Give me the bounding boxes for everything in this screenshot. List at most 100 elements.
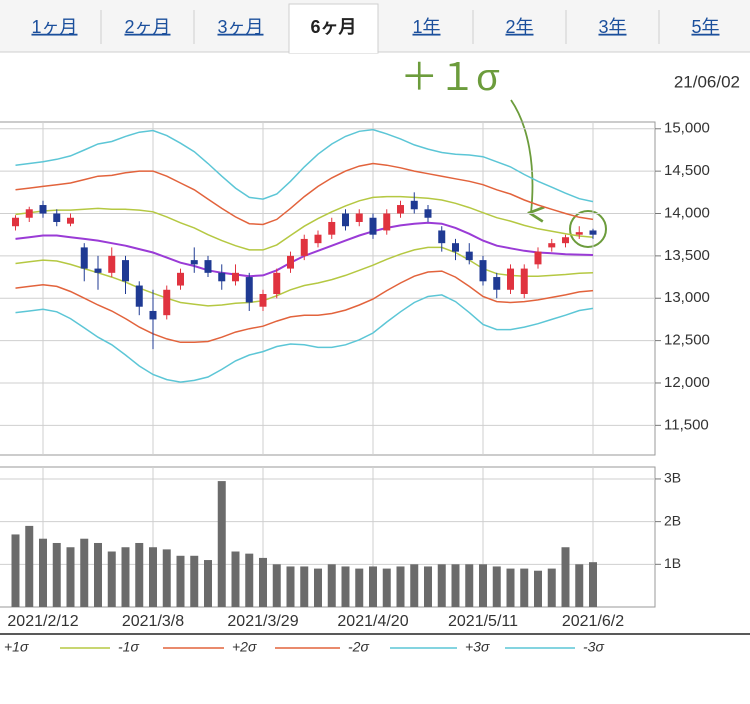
candle-body: [259, 294, 267, 307]
volume-bar: [25, 525, 34, 607]
volume-tick-label: 3B: [664, 470, 681, 486]
volume-bar: [369, 566, 377, 607]
volume-bar: [272, 564, 281, 607]
x-tick-label: 2021/5/11: [448, 613, 518, 630]
tab: 6ヶ月: [310, 17, 356, 37]
legend-label: +2σ: [232, 639, 257, 655]
volume-bar: [314, 568, 322, 607]
tab[interactable]: 3年: [598, 17, 626, 37]
date: 21/06/02: [674, 72, 740, 91]
candle-body: [204, 260, 212, 273]
volume-bar: [506, 568, 515, 607]
candle-body: [424, 209, 432, 218]
band-line: [15, 162, 594, 226]
band-line: [15, 195, 594, 251]
candle-body: [328, 221, 336, 235]
candle-body: [355, 213, 363, 222]
price-frame: [0, 121, 656, 456]
candle-body: [53, 213, 61, 222]
volume-bar: [217, 481, 226, 607]
y-tick-label: 14,000: [664, 204, 710, 221]
volume-bar: [162, 549, 171, 607]
candle-body: [534, 251, 542, 265]
candle-body: [232, 272, 239, 282]
band-line: [15, 128, 594, 203]
volume-tick-label: 2B: [664, 512, 681, 528]
legend-label: -3σ: [583, 639, 604, 655]
candle-body: [80, 247, 88, 269]
candle-body: [218, 272, 226, 282]
volume-bar: [396, 566, 405, 607]
volume-bar: [300, 566, 309, 607]
candle-body: [562, 237, 569, 244]
candle-body: [67, 217, 74, 224]
candle-body: [452, 243, 459, 252]
candle-body: [493, 277, 501, 290]
y-tick-label: 13,000: [664, 289, 710, 306]
candle-body: [520, 268, 528, 295]
volume-bar: [11, 534, 20, 607]
y-tick-label: 11,500: [664, 416, 709, 433]
candle-body: [39, 205, 47, 214]
candle-body: [342, 213, 349, 227]
x-tick-label: 2021/3/29: [227, 613, 298, 630]
volume-bar: [424, 566, 432, 607]
candle-body: [149, 310, 157, 320]
tab[interactable]: 2年: [505, 17, 533, 37]
volume-bar: [410, 564, 419, 607]
candle-body: [108, 255, 116, 273]
candle-body: [383, 213, 391, 231]
volume-bar: [259, 557, 267, 607]
candle-body: [122, 260, 129, 282]
candle-body: [397, 205, 404, 214]
candle-body: [177, 272, 184, 286]
volume-bar: [534, 570, 542, 607]
volume-bar: [231, 551, 240, 607]
volume-bar: [547, 568, 556, 607]
x-tick-label: 2021/2/12: [7, 613, 78, 630]
y-tick-label: 13,500: [664, 247, 710, 264]
candle-body: [135, 285, 143, 307]
candle-body: [25, 209, 33, 218]
volume-tick-label: 1B: [664, 555, 681, 571]
candle-body: [575, 232, 583, 235]
volume-bar: [190, 555, 199, 607]
tab[interactable]: 1年: [412, 17, 440, 37]
candle-body: [273, 272, 281, 295]
annotation: ＋１σ: [400, 57, 499, 99]
volume-bar: [341, 566, 350, 607]
volume-bar: [479, 564, 487, 607]
volume-bar: [575, 564, 584, 607]
volume-bar: [80, 538, 89, 607]
x-tick-label: 2021/3/8: [122, 613, 184, 630]
y-tick-label: 15,000: [664, 120, 710, 137]
volume-bar: [52, 542, 61, 607]
legend-label: +1σ: [4, 639, 29, 655]
tab[interactable]: 2ヶ月: [124, 17, 170, 37]
volume-bar: [451, 564, 460, 607]
tab[interactable]: 5年: [691, 17, 719, 37]
candle-body: [369, 217, 377, 235]
candle-body: [190, 260, 198, 265]
volume-bar: [121, 547, 130, 607]
candle-body: [287, 255, 294, 269]
candle-body: [479, 260, 487, 282]
band-line: [15, 270, 594, 344]
volume-bar: [286, 566, 295, 607]
tab[interactable]: 1ヶ月: [31, 17, 77, 37]
annotation-arrow: [510, 99, 532, 213]
volume-bar: [589, 562, 597, 607]
legend-label: -1σ: [118, 639, 139, 655]
volume-bar: [437, 564, 446, 607]
legend-label: +3σ: [465, 639, 490, 655]
candle-body: [507, 268, 514, 290]
tab[interactable]: 3ヶ月: [217, 17, 263, 37]
x-tick-label: 2021/4/20: [337, 613, 408, 630]
candle-body: [94, 268, 102, 273]
volume-bar: [135, 542, 144, 607]
candle-body: [465, 251, 473, 261]
candle-body: [300, 238, 308, 256]
candle-body: [548, 243, 556, 248]
volume-bar: [66, 547, 75, 607]
